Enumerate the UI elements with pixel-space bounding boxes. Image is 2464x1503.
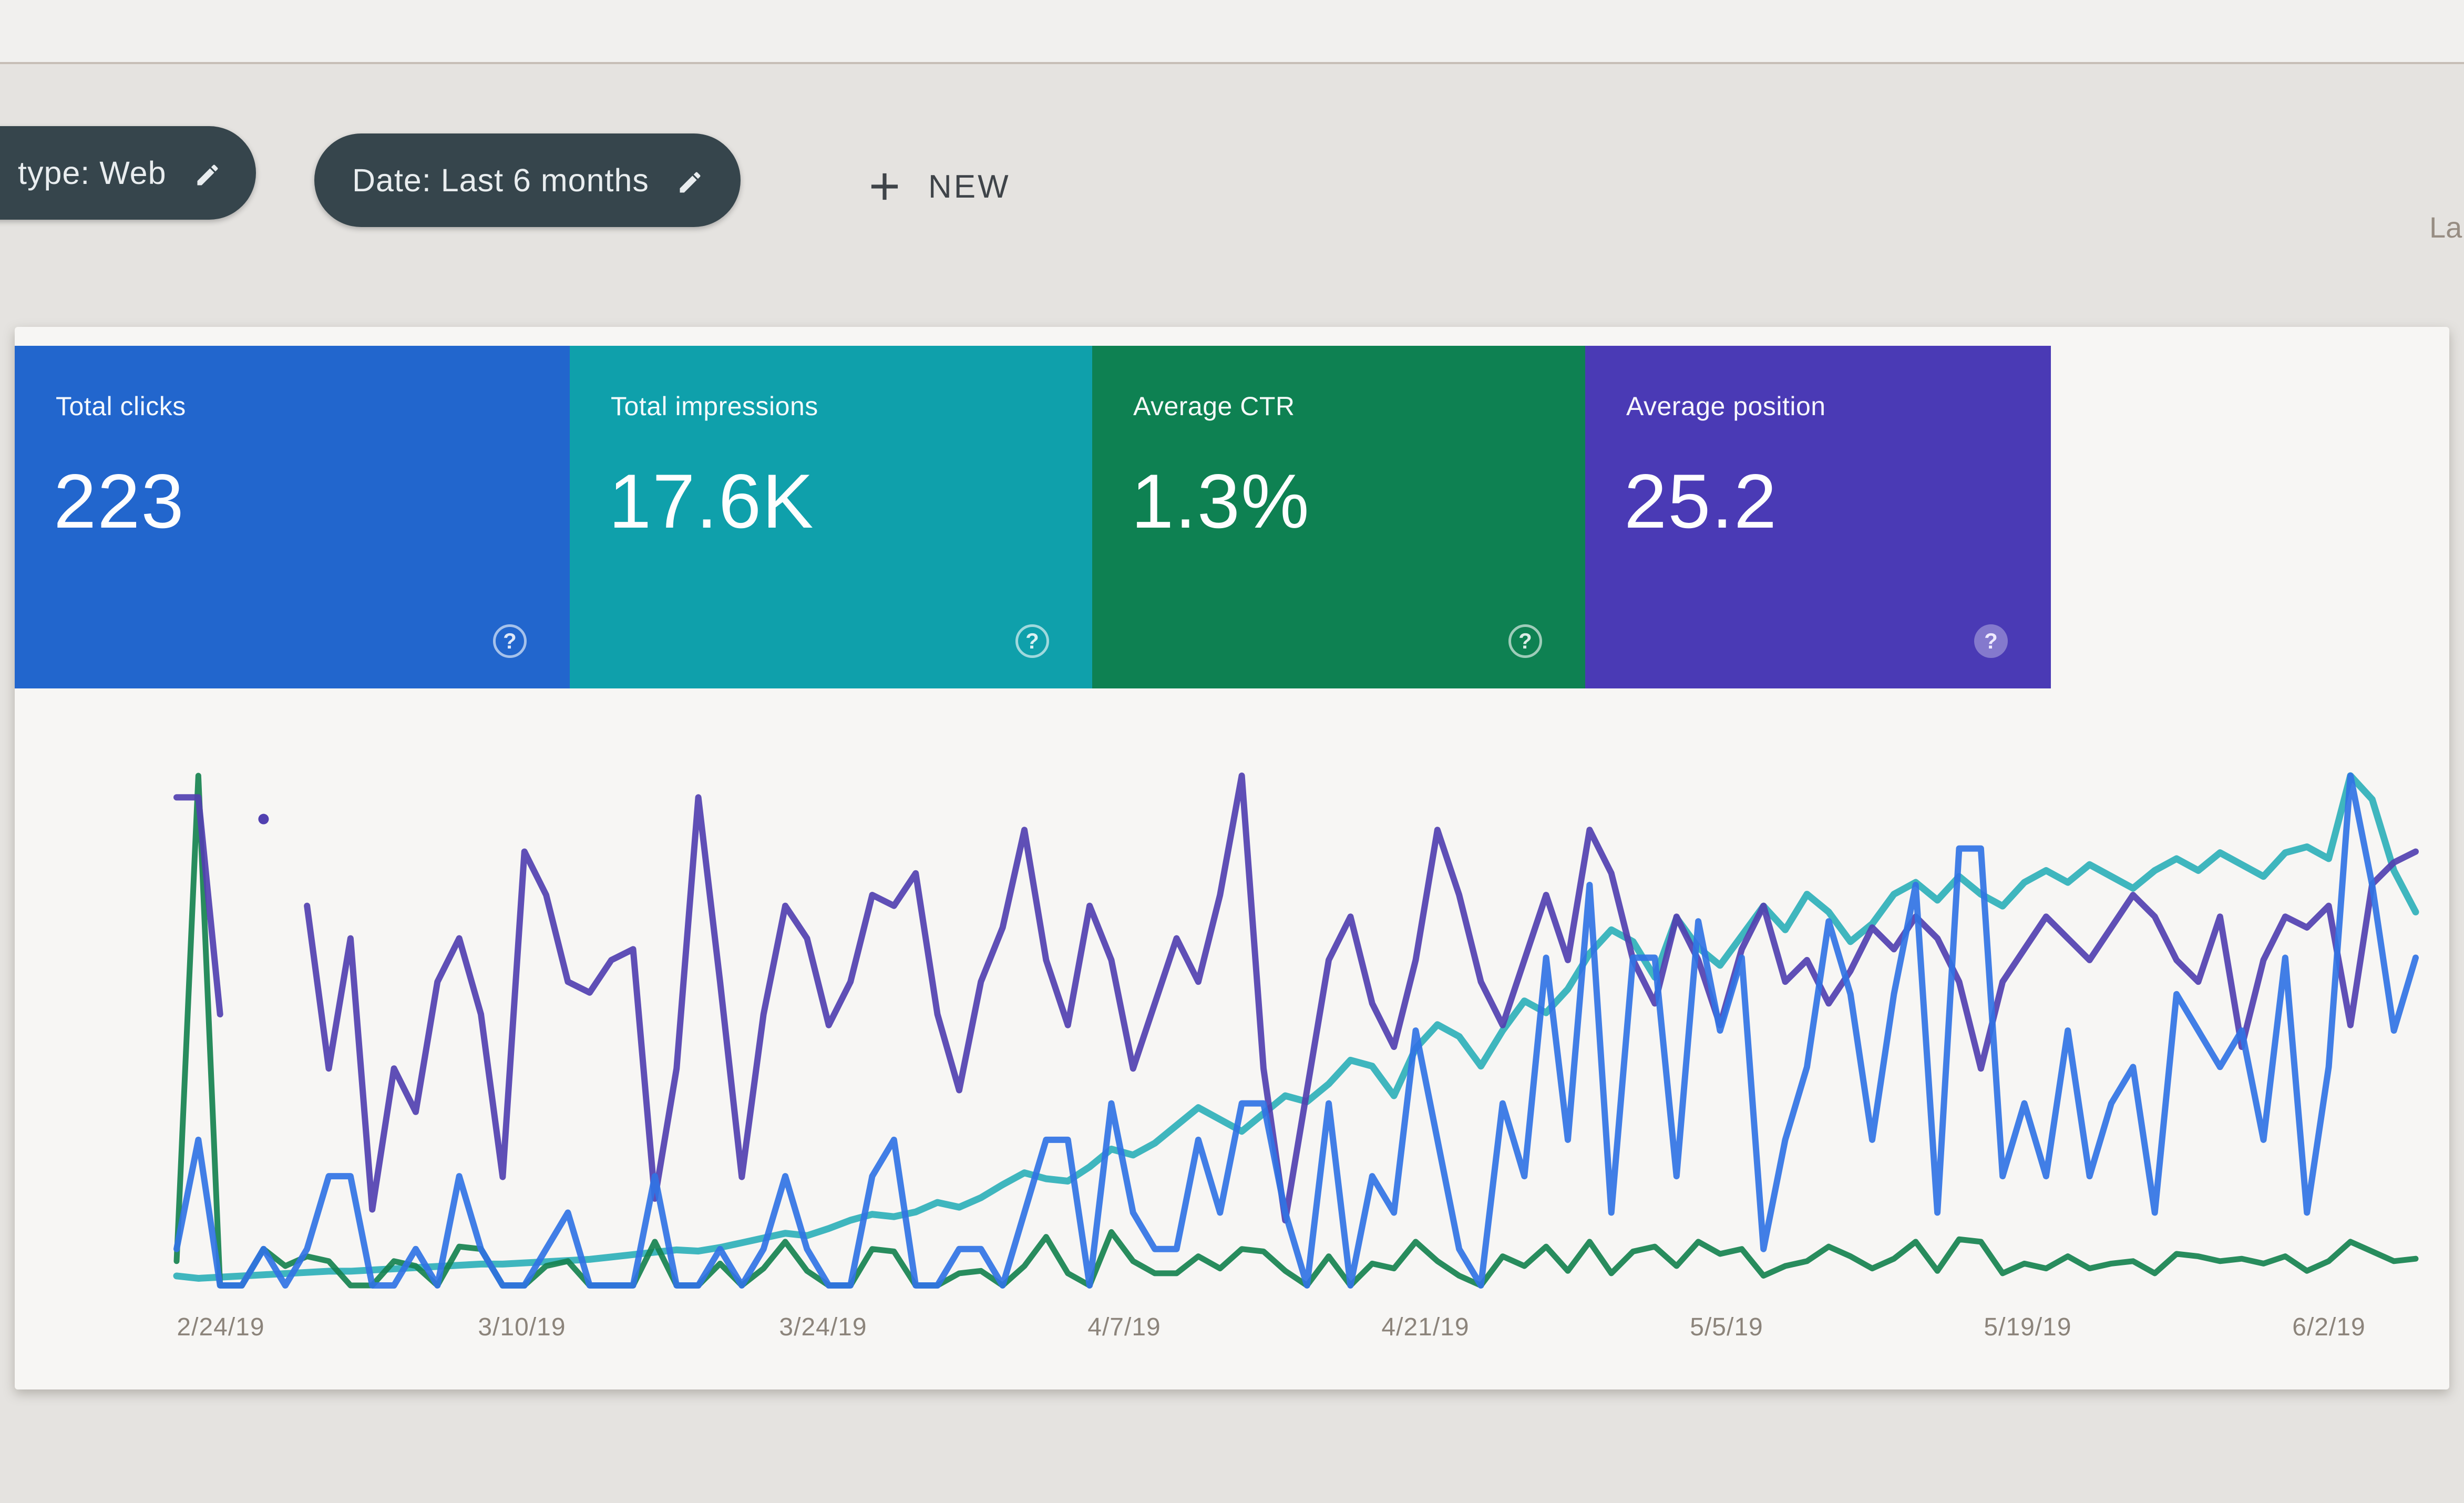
x-axis-tick: 4/21/19: [1381, 1313, 1470, 1341]
x-axis-tick: 3/24/19: [779, 1313, 867, 1341]
new-button-label: NEW: [928, 168, 1011, 205]
tile-value: 25.2: [1624, 458, 1778, 544]
chart-canvas: [173, 772, 2419, 1289]
filter-chip-search-type[interactable]: type: Web: [0, 126, 256, 220]
new-filter-button[interactable]: NEW: [862, 147, 1011, 226]
tile-value: 1.3%: [1131, 458, 1310, 544]
tile-label: Average CTR: [1133, 392, 1295, 421]
x-axis-tick: 5/19/19: [1984, 1313, 2072, 1341]
x-axis-tick: 6/2/19: [2292, 1313, 2366, 1341]
x-axis-labels: 2/24/19 3/10/19 3/24/19 4/7/19 4/21/19 5…: [15, 1313, 2449, 1355]
filter-chip-date-range[interactable]: Date: Last 6 months: [314, 133, 741, 227]
performance-report-card: Total clicks 223 ? Total impressions 17.…: [15, 327, 2449, 1389]
filter-bar: type: Web Date: Last 6 months NEW La: [0, 64, 2464, 311]
tile-average-ctr[interactable]: Average CTR 1.3% ?: [1092, 346, 1585, 688]
help-icon[interactable]: ?: [1015, 624, 1049, 658]
tile-label: Total impressions: [611, 392, 818, 421]
plus-icon: [862, 164, 907, 209]
performance-line-chart: [168, 762, 2439, 1293]
tile-value: 223: [54, 458, 185, 544]
x-axis-tick: 3/10/19: [478, 1313, 566, 1341]
filter-chip-label: Date: Last 6 months: [352, 162, 649, 198]
x-axis-tick: 2/24/19: [177, 1313, 265, 1341]
summary-tiles: Total clicks 223 ? Total impressions 17.…: [15, 346, 2051, 688]
tile-average-position[interactable]: Average position 25.2 ?: [1585, 346, 2051, 688]
x-axis-tick: 4/7/19: [1087, 1313, 1161, 1341]
help-icon[interactable]: ?: [493, 624, 527, 658]
edit-pencil-icon[interactable]: [194, 159, 221, 187]
filter-chip-label: type: Web: [18, 155, 167, 191]
tile-value: 17.6K: [609, 458, 815, 544]
browser-top-edge: [0, 0, 2464, 64]
edit-pencil-icon[interactable]: [676, 167, 704, 194]
help-icon[interactable]: ?: [1508, 624, 1542, 658]
tile-total-clicks[interactable]: Total clicks 223 ?: [15, 346, 570, 688]
tile-label: Average position: [1626, 392, 1826, 421]
help-icon[interactable]: ?: [1974, 624, 2008, 658]
tile-total-impressions[interactable]: Total impressions 17.6K ?: [570, 346, 1092, 688]
clipped-text-last-updated: La: [2429, 211, 2462, 244]
tile-label: Total clicks: [56, 392, 186, 421]
x-axis-tick: 5/5/19: [1690, 1313, 1763, 1341]
